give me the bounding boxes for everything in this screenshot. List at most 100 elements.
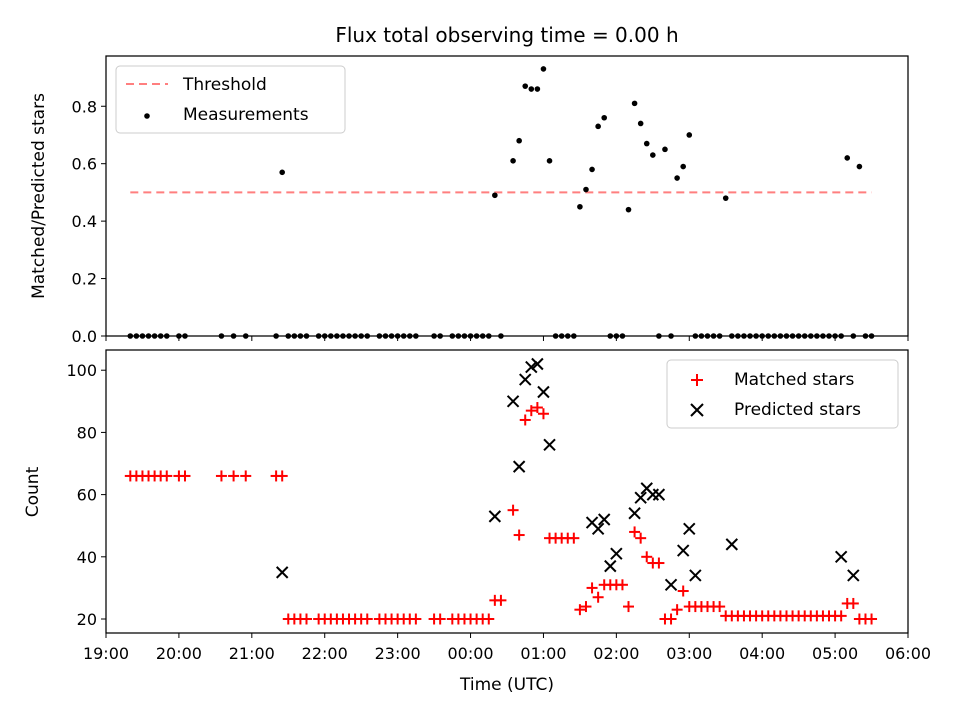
measurement-point bbox=[826, 333, 832, 339]
matched-star-marker bbox=[525, 405, 537, 417]
measurement-point bbox=[346, 333, 352, 339]
predicted-star-marker bbox=[676, 544, 690, 557]
x-tick-label: 20:00 bbox=[156, 644, 202, 663]
measurement-point bbox=[279, 169, 285, 176]
predicted-star-marker bbox=[628, 507, 641, 520]
measurement-point bbox=[528, 86, 535, 92]
measurement-point bbox=[680, 163, 686, 170]
measurement-point bbox=[151, 333, 158, 339]
matched-star-marker bbox=[434, 613, 446, 625]
measurement-point bbox=[704, 333, 711, 339]
matched-star-marker bbox=[623, 601, 635, 613]
top-panel: 0.0 0.2 0.4 0.6 0.8 Flux total observing tim… bbox=[29, 23, 909, 346]
matched-star-marker bbox=[665, 613, 677, 625]
bottom-legend: Matched stars Predicted stars bbox=[666, 359, 899, 429]
predicted-star-marker bbox=[591, 522, 605, 536]
measurement-point bbox=[182, 333, 188, 339]
x-tick-label: 02:00 bbox=[593, 644, 639, 663]
measurement-point bbox=[807, 333, 814, 339]
matched-star-marker bbox=[586, 582, 598, 594]
measurement-point bbox=[328, 333, 334, 339]
measurement-point bbox=[735, 333, 741, 339]
bottom-legend-frame bbox=[666, 359, 899, 429]
measurement-point bbox=[789, 333, 796, 339]
bottom-y-tick-label: 20 bbox=[77, 610, 97, 629]
measurement-point bbox=[546, 158, 553, 164]
measurement-point bbox=[413, 333, 419, 339]
measurement-point bbox=[814, 333, 820, 339]
measurement-point bbox=[668, 333, 674, 339]
measurement-point bbox=[674, 175, 680, 181]
bottom-panel: 20 40 60 80 100 19:00 20:00 21:00 22:00 23:00 00:0… bbox=[23, 349, 931, 695]
matched-star-marker bbox=[513, 529, 525, 541]
measurement-point bbox=[856, 163, 863, 170]
measurements-legend-label: Measurements bbox=[183, 105, 309, 125]
bottom-y-tick-label: 60 bbox=[77, 486, 97, 505]
measurement-point bbox=[838, 333, 844, 339]
matched-star-marker bbox=[410, 613, 422, 625]
measurement-point bbox=[358, 333, 364, 339]
measurement-point bbox=[643, 140, 650, 147]
matched-legend-label: Matched stars bbox=[734, 370, 854, 390]
measurement-point bbox=[449, 333, 456, 339]
top-y-tick-label: 0.6 bbox=[72, 155, 97, 174]
measurement-point bbox=[795, 333, 802, 339]
top-y-tick-label: 0.2 bbox=[72, 270, 97, 289]
x-tick-label: 04:00 bbox=[739, 644, 785, 663]
matched-star-marker bbox=[574, 604, 586, 616]
measurement-point bbox=[552, 333, 559, 339]
measurement-point bbox=[485, 333, 492, 339]
measurement-point bbox=[303, 333, 310, 339]
measurement-point bbox=[315, 333, 322, 339]
predicted-star-marker bbox=[519, 373, 532, 386]
measurement-point bbox=[729, 333, 735, 339]
measurement-point bbox=[242, 333, 249, 339]
predicted-star-marker bbox=[537, 385, 550, 399]
measurement-point bbox=[522, 83, 529, 89]
measurement-point bbox=[218, 333, 225, 339]
measurement-point bbox=[777, 333, 784, 339]
bottom-y-axis-label: Count bbox=[23, 466, 43, 517]
measurement-point bbox=[607, 333, 614, 339]
measurement-point bbox=[722, 195, 729, 201]
measurement-point bbox=[595, 123, 601, 130]
measurement-point bbox=[534, 86, 541, 92]
predicted-star-marker bbox=[847, 569, 860, 582]
matched-star-marker bbox=[635, 532, 647, 544]
measurement-point bbox=[297, 333, 304, 339]
predicted-star-marker bbox=[525, 360, 538, 374]
bottom-y-tick-label: 80 bbox=[77, 423, 97, 442]
measurement-point bbox=[406, 333, 413, 339]
measurement-point bbox=[510, 158, 516, 164]
matched-star-marker bbox=[161, 470, 173, 482]
measurement-point bbox=[139, 333, 146, 339]
measurement-point bbox=[455, 333, 462, 339]
measurement-point bbox=[437, 333, 443, 339]
predicted-star-marker bbox=[531, 357, 544, 371]
measurements-legend-swatch bbox=[144, 113, 150, 119]
measurement-point bbox=[388, 333, 395, 339]
measurement-point bbox=[558, 333, 565, 339]
predicted-star-marker bbox=[664, 578, 678, 592]
measurement-point bbox=[473, 333, 480, 339]
predicted-star-marker bbox=[275, 566, 289, 579]
matched-star-marker bbox=[519, 414, 531, 426]
measurement-point bbox=[291, 333, 298, 339]
matched-star-marker bbox=[495, 594, 507, 606]
top-y-tick-label: 0.8 bbox=[72, 97, 97, 116]
measurement-point bbox=[364, 333, 371, 339]
matched-star-marker bbox=[276, 470, 288, 482]
measurement-point bbox=[127, 333, 134, 339]
measurement-point bbox=[540, 66, 547, 72]
predicted-star-marker bbox=[834, 550, 848, 564]
matched-star-marker bbox=[568, 532, 580, 544]
predicted-star-marker bbox=[689, 569, 702, 582]
measurement-point bbox=[631, 100, 638, 107]
measurement-point bbox=[692, 333, 699, 339]
measurement-point bbox=[334, 333, 340, 339]
measurement-point bbox=[157, 333, 164, 339]
threshold-legend-label: Threshold bbox=[182, 75, 267, 95]
matched-star-marker bbox=[537, 408, 549, 420]
measurement-point bbox=[273, 333, 279, 339]
